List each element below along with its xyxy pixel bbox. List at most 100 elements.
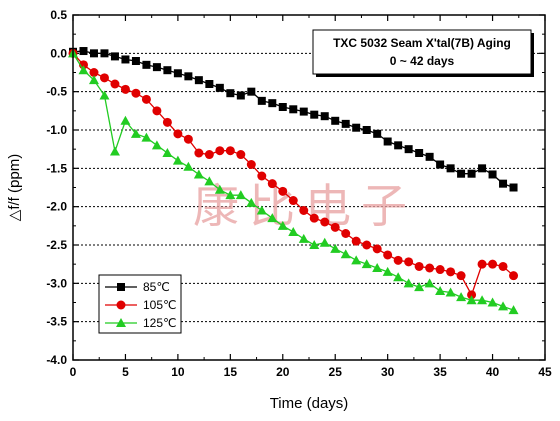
y-tick-label: -3.0 — [46, 276, 67, 290]
data-point — [204, 176, 215, 186]
data-point — [184, 72, 193, 81]
plot-series — [68, 47, 519, 315]
y-tick-label: 0.0 — [50, 46, 67, 60]
data-point — [109, 146, 120, 156]
data-point — [299, 206, 309, 215]
series-line — [72, 52, 514, 297]
data-point — [477, 295, 488, 305]
data-point — [361, 259, 372, 269]
data-point — [204, 150, 214, 160]
data-point — [162, 117, 172, 127]
legend-label: 85℃ — [143, 280, 170, 294]
data-point — [131, 57, 140, 65]
data-point — [414, 282, 425, 292]
chart-title: TXC 5032 Seam X'tal(7B) Aging — [333, 36, 511, 50]
data-point — [404, 257, 414, 267]
data-point — [298, 233, 309, 243]
series-circle — [68, 48, 519, 300]
x-tick-label: 15 — [224, 365, 238, 379]
data-point — [415, 149, 424, 157]
data-point — [99, 73, 109, 83]
y-tick-label: -4.0 — [46, 353, 67, 367]
x-tick-label: 40 — [486, 365, 500, 379]
data-point — [446, 164, 455, 173]
y-tick-label: -2.5 — [46, 238, 67, 252]
x-tick-label: 10 — [171, 365, 185, 379]
data-point — [320, 217, 330, 227]
series-square — [69, 47, 518, 192]
data-point — [100, 49, 109, 58]
data-point — [487, 297, 498, 307]
data-point — [498, 301, 509, 311]
data-point — [393, 272, 404, 282]
data-point — [425, 263, 435, 273]
data-point — [277, 220, 288, 230]
y-tick-label: 0.5 — [50, 8, 67, 22]
data-point — [478, 164, 487, 173]
data-point — [236, 150, 246, 160]
data-point — [194, 76, 203, 85]
data-point — [299, 107, 308, 116]
data-point — [120, 115, 131, 125]
data-point — [488, 259, 498, 269]
data-point — [446, 267, 456, 277]
data-point — [351, 255, 362, 265]
data-point — [330, 243, 341, 253]
data-point — [152, 63, 161, 72]
data-point — [225, 190, 236, 200]
x-tick-label: 0 — [70, 365, 77, 379]
legend-item: 85℃ — [105, 280, 170, 294]
data-point — [141, 132, 152, 142]
data-point — [257, 96, 266, 105]
data-point — [340, 249, 351, 259]
data-point — [89, 49, 98, 58]
data-point — [435, 286, 446, 295]
series-triangle — [68, 48, 519, 315]
data-point — [257, 171, 267, 181]
data-point — [288, 196, 298, 206]
data-point — [372, 263, 383, 272]
data-point — [393, 255, 403, 265]
data-point — [193, 169, 204, 179]
legend-label: 125℃ — [143, 316, 177, 330]
data-point — [278, 186, 288, 196]
data-point — [88, 75, 99, 85]
data-point — [99, 90, 110, 100]
data-point — [225, 146, 235, 156]
data-point — [309, 240, 320, 249]
data-point — [403, 278, 414, 288]
data-point — [414, 261, 424, 271]
data-point — [467, 290, 477, 300]
data-point — [205, 80, 214, 88]
data-point — [404, 145, 413, 154]
data-point — [162, 148, 173, 157]
y-tick-label: -3.5 — [46, 315, 67, 329]
data-point — [183, 161, 194, 171]
data-point — [246, 160, 256, 169]
title-box — [312, 29, 532, 75]
data-point — [457, 169, 466, 178]
data-point — [509, 183, 518, 192]
data-point — [151, 140, 162, 150]
legend-item: 105℃ — [105, 298, 177, 312]
data-point — [498, 261, 508, 271]
data-point — [89, 68, 99, 77]
data-point — [226, 89, 235, 98]
data-point — [436, 160, 445, 169]
watermark: 康比电子 — [193, 179, 407, 233]
data-point — [141, 94, 151, 104]
legend: 85℃ 105℃ 125℃ — [98, 274, 182, 334]
data-point — [331, 116, 340, 125]
data-point — [288, 226, 299, 236]
tick-labels: 0 5 10 15 20 25 30 35 40 45 0.5 0.0 -0.5 -1.0 -1.5 -2.0… — [46, 8, 552, 379]
data-point — [341, 119, 350, 128]
data-point — [456, 271, 466, 281]
data-point — [267, 213, 278, 223]
data-point — [394, 141, 403, 150]
data-point — [435, 265, 445, 275]
data-point — [121, 55, 130, 64]
x-tick-label: 45 — [538, 365, 552, 379]
x-tick-label: 30 — [381, 365, 395, 379]
